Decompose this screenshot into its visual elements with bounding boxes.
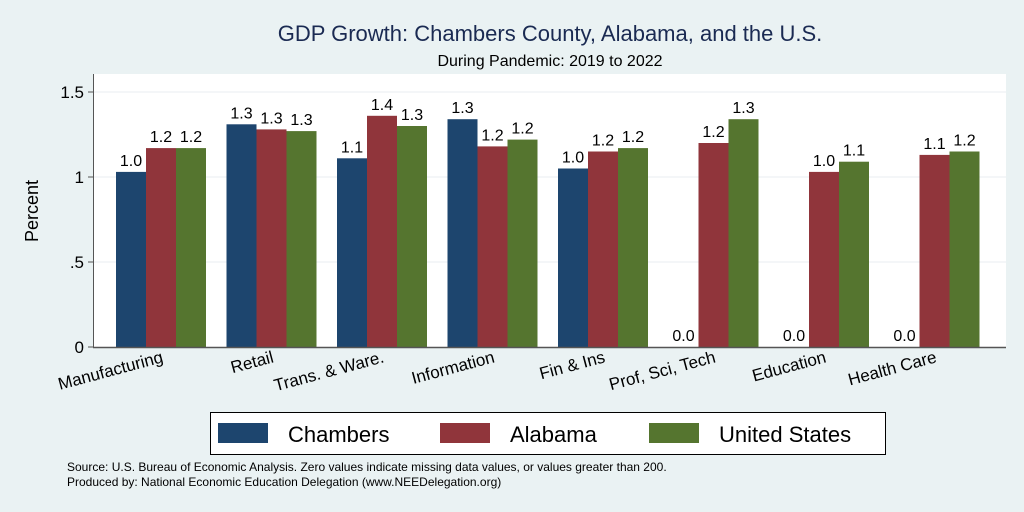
y-ticks: 0 .5 1 1.5 [60,83,94,357]
bar-united-states [397,126,427,347]
category-label: Retail [229,348,276,378]
bar-alabama [367,115,397,347]
value-label: 1.0 [120,153,142,170]
chart-title: GDP Growth: Chambers County, Alabama, an… [278,21,823,46]
value-label: 1.2 [180,129,202,146]
value-label: 1.3 [290,112,312,129]
bar-united-states [286,131,317,347]
category-label: Education [750,348,828,386]
legend-label: United States [719,422,851,447]
value-label: 1.3 [401,107,423,124]
bars [116,115,980,347]
value-label: 1.2 [481,127,503,144]
value-label: 1.1 [341,139,363,156]
value-label: 0.0 [893,328,915,345]
bar-united-states [507,139,538,347]
category-label: Prof, Sci, Tech [607,348,717,395]
value-label: 0.0 [672,328,694,345]
bar-united-states [728,119,759,347]
category-label: Trans. & Ware. [272,348,386,396]
value-label: 1.2 [150,129,172,146]
bar-alabama [477,146,508,347]
value-label: 1.4 [371,97,393,114]
category-label: Information [409,348,496,388]
y-axis-label: Percent [22,180,42,242]
bar-alabama [809,171,839,347]
bar-united-states [949,151,980,347]
value-label: 1.3 [260,110,282,127]
legend-swatch-alabama [440,423,490,443]
value-label: 0.0 [783,328,805,345]
y-tick-label: 1 [75,168,84,187]
bar-alabama [256,129,287,347]
y-tick-label: 0 [75,338,84,357]
source-note: Source: U.S. Bureau of Economic Analysis… [67,460,667,474]
bar-chambers [116,171,146,347]
value-label: 1.0 [562,150,584,167]
value-labels: 1.0 1.2 1.2 1.3 1.3 1.3 1.1 1.4 1.3 1.3 1.2 1.2 1.0 1… [120,97,976,345]
bar-chambers [226,124,257,347]
value-label: 1.2 [702,124,724,141]
legend-label: Alabama [510,422,598,447]
value-label: 1.2 [953,133,975,150]
y-tick-label: 1.5 [60,83,84,102]
value-label: 1.2 [622,129,644,146]
value-label: 1.2 [511,121,533,138]
legend-label: Chambers [288,422,389,447]
chart-subtitle: During Pandemic: 2019 to 2022 [437,53,662,70]
legend-swatch-united-states [649,423,699,443]
bar-united-states [839,161,869,347]
legend-items: Chambers Alabama United States [218,422,851,447]
bar-chambers [558,168,588,347]
bar-alabama [588,151,618,347]
bar-united-states [176,148,206,347]
value-label: 1.1 [843,143,865,160]
legend [210,412,886,455]
value-label: 1.2 [592,133,614,150]
bar-united-states [618,148,648,347]
bar-chambers [337,158,367,347]
value-label: 1.3 [230,105,252,122]
value-label: 1.3 [451,100,473,117]
category-label: Fin & Ins [537,348,607,384]
category-label: Health Care [846,348,939,390]
bar-alabama [146,148,176,347]
bar-alabama [919,154,950,347]
producer-note: Produced by: National Economic Education… [67,475,501,489]
y-tick-label: .5 [70,253,84,272]
value-label: 1.0 [813,153,835,170]
bar-chambers [447,119,478,347]
bar-alabama [698,143,729,347]
category-label: Manufacturing [56,348,165,394]
legend-swatch-chambers [218,423,268,443]
value-label: 1.3 [732,100,754,117]
value-label: 1.1 [923,136,945,153]
